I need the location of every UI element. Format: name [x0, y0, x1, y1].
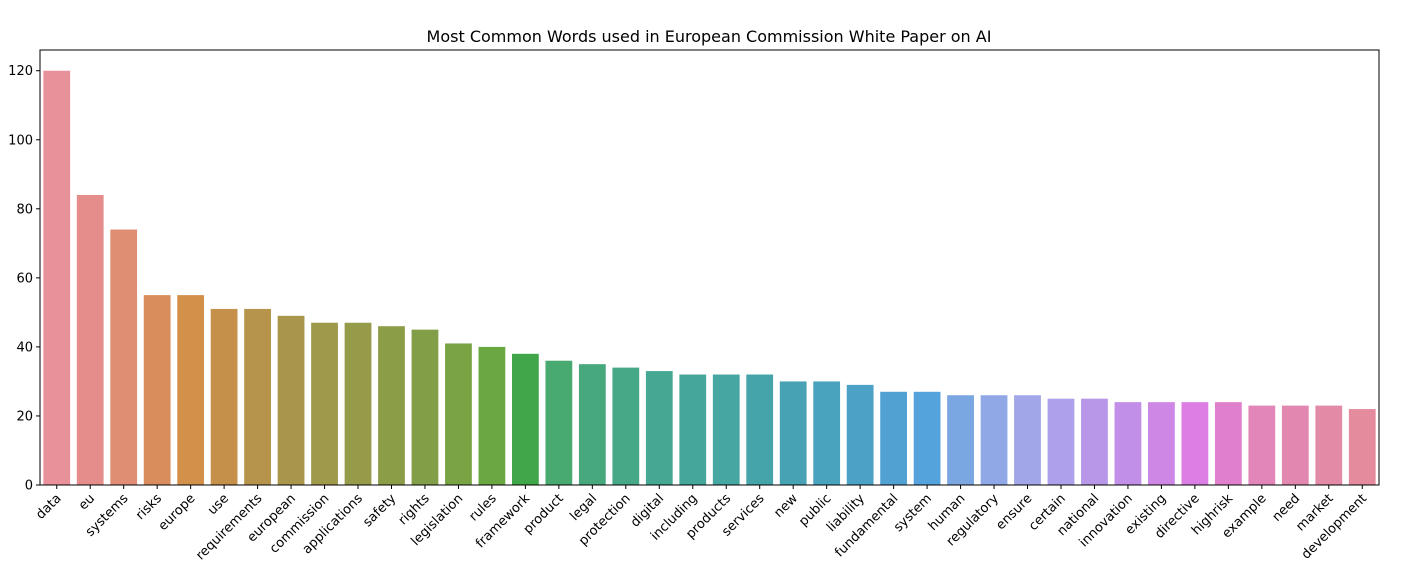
bar-rights: [411, 329, 439, 485]
bar-services: [746, 374, 774, 485]
bar-including: [679, 374, 707, 485]
bar-legislation: [445, 343, 472, 485]
bar-regulatory: [980, 395, 1008, 485]
bar-market: [1315, 405, 1343, 485]
bar-systems: [110, 229, 138, 485]
bar-commission: [311, 322, 338, 485]
y-axis: 0 20 40 60 80 100 120: [8, 64, 40, 494]
y-tick-label: 20: [16, 409, 33, 424]
bar-applications: [344, 322, 372, 485]
x-tick-label: system: [891, 491, 935, 535]
bar-use: [210, 308, 238, 485]
bar-need: [1281, 405, 1309, 485]
bar-new: [779, 381, 807, 485]
bar-legal: [578, 364, 606, 485]
bar-fundamental: [880, 391, 907, 485]
bar-safety: [378, 326, 405, 485]
bar-eu: [76, 195, 104, 485]
bar-existing: [1148, 402, 1175, 485]
y-tick-label: 120: [8, 64, 33, 79]
x-tick-label: eu: [76, 491, 98, 513]
bar-liability: [846, 384, 874, 485]
bar-digital: [645, 371, 673, 485]
bar-national: [1081, 398, 1108, 485]
plot-frame: [39, 49, 1380, 486]
bar-development: [1348, 409, 1376, 485]
bar-data: [43, 70, 71, 486]
bar-rules: [478, 346, 506, 485]
bar-highrisk: [1214, 402, 1242, 485]
bar-european: [277, 315, 305, 485]
bars-group: [43, 70, 1376, 486]
bar-risks: [143, 295, 171, 485]
x-tick-label: use: [205, 491, 232, 518]
x-tick-label: europe: [156, 491, 199, 534]
bar-directive: [1181, 402, 1209, 485]
y-tick-label: 40: [16, 340, 33, 355]
bar-requirements: [244, 308, 271, 485]
x-tick-label: new: [771, 491, 801, 521]
x-tick-label: data: [33, 491, 64, 522]
x-tick-label: safety: [360, 491, 399, 530]
bar-protection: [612, 367, 640, 485]
bar-innovation: [1114, 402, 1142, 485]
y-tick-label: 0: [25, 479, 33, 494]
chart-title: Most Common Words used in European Commi…: [427, 27, 992, 46]
bar-framework: [512, 353, 539, 485]
bar-system: [913, 391, 941, 485]
y-tick-label: 60: [16, 271, 33, 286]
bar-ensure: [1014, 395, 1041, 485]
bar-public: [813, 381, 841, 485]
bar-human: [947, 395, 974, 485]
bar-products: [712, 374, 740, 485]
bar-europe: [177, 295, 205, 485]
y-tick-label: 80: [16, 202, 33, 217]
bar-product: [545, 360, 573, 485]
y-tick-label: 100: [8, 133, 33, 148]
bar-example: [1248, 405, 1276, 485]
bar-certain: [1047, 398, 1075, 485]
